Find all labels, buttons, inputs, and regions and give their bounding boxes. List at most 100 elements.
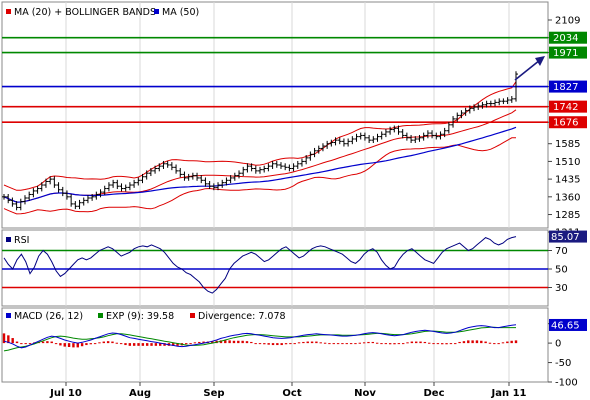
divergence-bar <box>41 341 45 344</box>
divergence-bar <box>497 343 500 345</box>
price-bars <box>2 71 518 211</box>
bollinger-upper <box>3 81 517 191</box>
divergence-bar <box>241 340 244 344</box>
divergence-bar <box>89 343 92 345</box>
divergence-bar <box>176 343 179 346</box>
divergence-bar <box>328 343 331 345</box>
macd-tick-label: -100 <box>555 378 578 389</box>
divergence-bar <box>245 341 249 344</box>
divergence-bar <box>80 343 84 347</box>
x-tick-label: Sep <box>203 388 224 399</box>
macd-tick-label: 0 <box>555 339 561 350</box>
divergence-bar <box>250 341 253 344</box>
divergence-bar <box>393 343 396 345</box>
divergence-bar <box>484 341 487 344</box>
legend-swatch-ma20 <box>6 9 11 14</box>
divergence-bar <box>106 341 110 344</box>
price-tick-label: 1510 <box>555 157 580 168</box>
rsi-title: RSI <box>14 235 29 246</box>
divergence-bar <box>423 341 427 344</box>
divergence-bar <box>132 343 136 346</box>
divergence-bar <box>258 343 262 345</box>
divergence-bar <box>315 341 318 344</box>
divergence-bar <box>54 343 58 345</box>
rsi-layer <box>2 236 548 294</box>
divergence-bar <box>59 343 62 346</box>
divergence-bar <box>24 343 27 345</box>
divergence-bar <box>371 341 375 344</box>
divergence-bar <box>462 341 466 344</box>
rsi-panel <box>1 229 549 307</box>
divergence-bar <box>141 343 145 346</box>
divergence-bar <box>289 343 292 345</box>
level-value-label: 1827 <box>553 82 578 93</box>
divergence-bar <box>72 343 75 348</box>
divergence-bar <box>276 343 279 346</box>
divergence-bar <box>198 341 201 344</box>
legend-swatch-rsi <box>6 237 11 242</box>
divergence-bar <box>436 343 440 345</box>
divergence-bar <box>415 341 418 344</box>
price-tick-label: 1360 <box>555 192 580 203</box>
price-tick-label: 1585 <box>555 139 580 150</box>
x-axis-labels: Jul 10 Aug Sep Oct Nov Dec Jan 11 <box>49 382 527 399</box>
level-value-box <box>549 31 587 44</box>
divergence-bar <box>46 341 49 344</box>
divergence-bar <box>467 340 470 344</box>
level-value-label: 1742 <box>553 102 578 113</box>
divergence-bar <box>306 341 309 344</box>
divergence-bar <box>189 343 192 345</box>
divergence-bar <box>454 343 457 345</box>
divergence-bar <box>185 343 188 345</box>
x-tick-label: Aug <box>129 388 151 399</box>
bollinger-bands <box>3 81 517 215</box>
level-value-label: 1971 <box>553 48 578 59</box>
divergence-bar <box>514 340 518 344</box>
divergence-bar <box>224 340 227 344</box>
divergence-bar <box>102 341 105 344</box>
level-value-box <box>549 80 587 93</box>
divergence-bar <box>159 343 162 346</box>
price-tick-label: 2109 <box>555 16 580 27</box>
divergence-bar <box>219 340 223 344</box>
divergence-bar <box>401 343 405 345</box>
divergence-bar <box>297 342 301 344</box>
rsi-tick-label: 30 <box>555 283 568 294</box>
divergence-bar <box>367 341 370 344</box>
rsi-line <box>3 236 517 294</box>
divergence-bar <box>380 343 383 345</box>
macd-value-box <box>549 318 587 331</box>
divergence-bar <box>50 341 53 344</box>
legend-swatch-divergence <box>190 313 195 318</box>
divergence-bar <box>384 343 388 345</box>
divergence-bar <box>388 343 392 345</box>
divergence-bar <box>480 340 483 344</box>
x-tick-label: Jul 10 <box>49 388 82 399</box>
divergence-bar <box>293 343 296 345</box>
divergence-bar <box>501 342 505 344</box>
divergence-bar <box>345 343 348 345</box>
divergence-bar <box>323 342 327 344</box>
divergence-bar <box>284 343 288 345</box>
bollinger-lower <box>3 137 516 215</box>
divergence-bar <box>145 343 149 346</box>
divergence-bar <box>267 343 270 345</box>
divergence-bar <box>358 342 361 344</box>
divergence-bar <box>441 343 444 345</box>
legend-divergence: Divergence: 7.078 <box>198 311 286 322</box>
x-tick-label: Jan 11 <box>491 388 527 399</box>
divergence-bar <box>302 341 305 344</box>
divergence-bar <box>98 342 101 344</box>
level-value-box <box>549 116 587 129</box>
divergence-bar <box>506 341 509 344</box>
divergence-bar <box>475 340 479 344</box>
divergence-bar <box>254 343 257 345</box>
price-tick-label: 1285 <box>555 210 580 221</box>
macd-legend: MACD (26, 12) EXP (9): 39.58 Divergence:… <box>6 311 286 322</box>
gridlines <box>65 2 510 382</box>
rsi-tick-label: 50 <box>555 265 568 276</box>
divergence-bar <box>2 333 6 344</box>
rsi-legend: RSI <box>6 235 29 246</box>
divergence-bar <box>163 343 166 346</box>
divergence-bar <box>119 343 123 345</box>
